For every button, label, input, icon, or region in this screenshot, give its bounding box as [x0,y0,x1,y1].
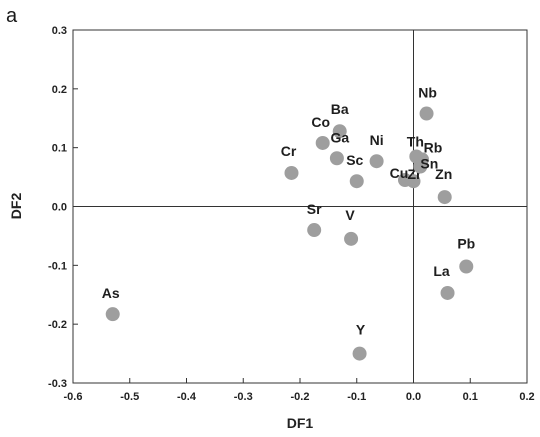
data-point [459,259,474,274]
zero-lines [73,30,527,383]
data-point [105,307,120,322]
point-label: Th [407,133,424,149]
x-tick-label: -0.2 [291,391,310,403]
data-point [406,174,421,189]
point-label: Ba [331,101,349,117]
point-label: Sc [346,152,363,168]
point-label: Y [356,322,366,338]
point-label: Sn [420,155,438,171]
data-point [352,346,367,361]
x-tick-label: -0.1 [347,391,366,403]
y-tick-label: -0.1 [48,260,67,272]
x-tick-label: 0.2 [519,391,534,403]
x-tick-label: -0.5 [120,391,139,403]
data-point [329,151,344,166]
y-tick-label: 0.0 [52,202,67,214]
y-tick-label: 0.2 [52,84,67,96]
x-tick-label: -0.4 [177,391,197,403]
y-tick-label: -0.2 [48,319,67,331]
y-axis: 0.3 0.2 0.1 0.0 -0.1 -0.2 -0.3 [48,25,78,390]
point-label: Rb [424,139,443,155]
point-label: V [345,207,355,223]
y-tick-label: 0.1 [52,143,67,155]
point-label: Nb [418,85,437,101]
data-point [419,106,434,121]
point-label: Co [311,114,330,130]
point-label: La [433,263,450,279]
data-point [369,154,384,169]
point-label: Sr [307,201,322,217]
panel-label: a [6,5,18,27]
y-axis-title: DF2 [8,193,24,220]
data-point [307,223,322,238]
y-tick-label: 0.3 [52,25,67,37]
point-label: Zn [435,166,452,182]
data-point [440,285,455,300]
x-tick-label: 0.1 [463,391,478,403]
data-point [344,231,359,246]
data-point [437,190,452,205]
point-label: As [102,285,120,301]
point-label: Pb [457,236,475,252]
data-point [349,174,364,189]
x-axis: -0.6 -0.5 -0.4 -0.3 -0.2 -0.1 0.0 0.1 0.2 [64,378,535,403]
x-tick-label: -0.3 [234,391,253,403]
point-label: Ni [370,132,384,148]
point-label: Ga [331,129,350,145]
point-label: Cr [281,143,297,159]
data-point [315,135,330,150]
x-tick-label: 0.0 [406,391,421,403]
y-tick-label: -0.3 [48,378,67,390]
data-point [332,124,347,139]
data-point [413,159,428,174]
x-tick-label: -0.6 [64,391,83,403]
data-point [284,165,299,180]
point-label: Cu [390,165,409,181]
x-axis-title: DF1 [287,415,314,431]
